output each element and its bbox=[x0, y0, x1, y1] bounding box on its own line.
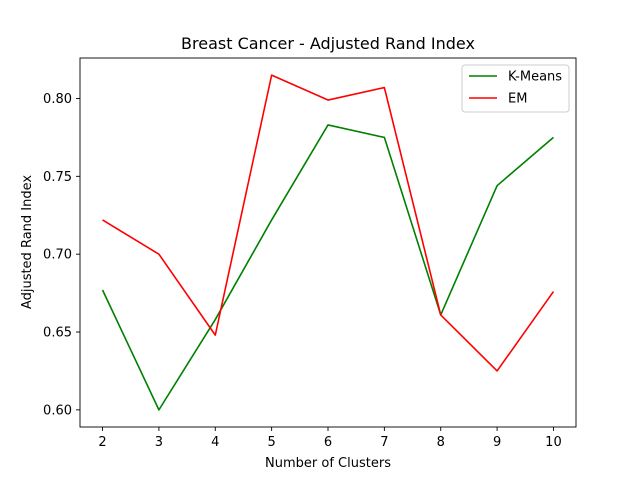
chart-title: Breast Cancer - Adjusted Rand Index bbox=[181, 34, 475, 53]
x-tick-label: 9 bbox=[493, 435, 501, 450]
x-tick-label: 8 bbox=[437, 435, 445, 450]
x-tick-label: 2 bbox=[98, 435, 106, 450]
x-axis-label: Number of Clusters bbox=[265, 456, 391, 471]
x-tick-label: 4 bbox=[211, 435, 219, 450]
legend-label-em: EM bbox=[508, 92, 527, 107]
series-line-k-means bbox=[101, 124, 554, 411]
x-tick-label: 5 bbox=[267, 435, 275, 450]
y-tick-label: 0.65 bbox=[43, 326, 72, 341]
x-tick-label: 10 bbox=[545, 435, 562, 450]
x-tick-label: 6 bbox=[324, 435, 332, 450]
x-tick-label: 3 bbox=[155, 435, 163, 450]
y-tick-label: 0.75 bbox=[43, 170, 72, 185]
legend: K-Means EM bbox=[461, 64, 570, 113]
series-line-em bbox=[102, 74, 555, 372]
axes: 2 3 4 5 6 7 8 9 10 0.60 0.65 0.70 0.75 0.80 bbox=[43, 57, 577, 450]
y-tick-label: 0.60 bbox=[43, 403, 72, 418]
x-tick-label: 7 bbox=[380, 435, 388, 450]
legend-label-k-means: K-Means bbox=[508, 70, 562, 85]
y-tick-label: 0.70 bbox=[43, 248, 72, 263]
plot-area bbox=[101, 74, 555, 411]
y-tick-label: 0.80 bbox=[43, 92, 72, 107]
y-axis-label: Adjusted Rand Index bbox=[20, 175, 35, 309]
